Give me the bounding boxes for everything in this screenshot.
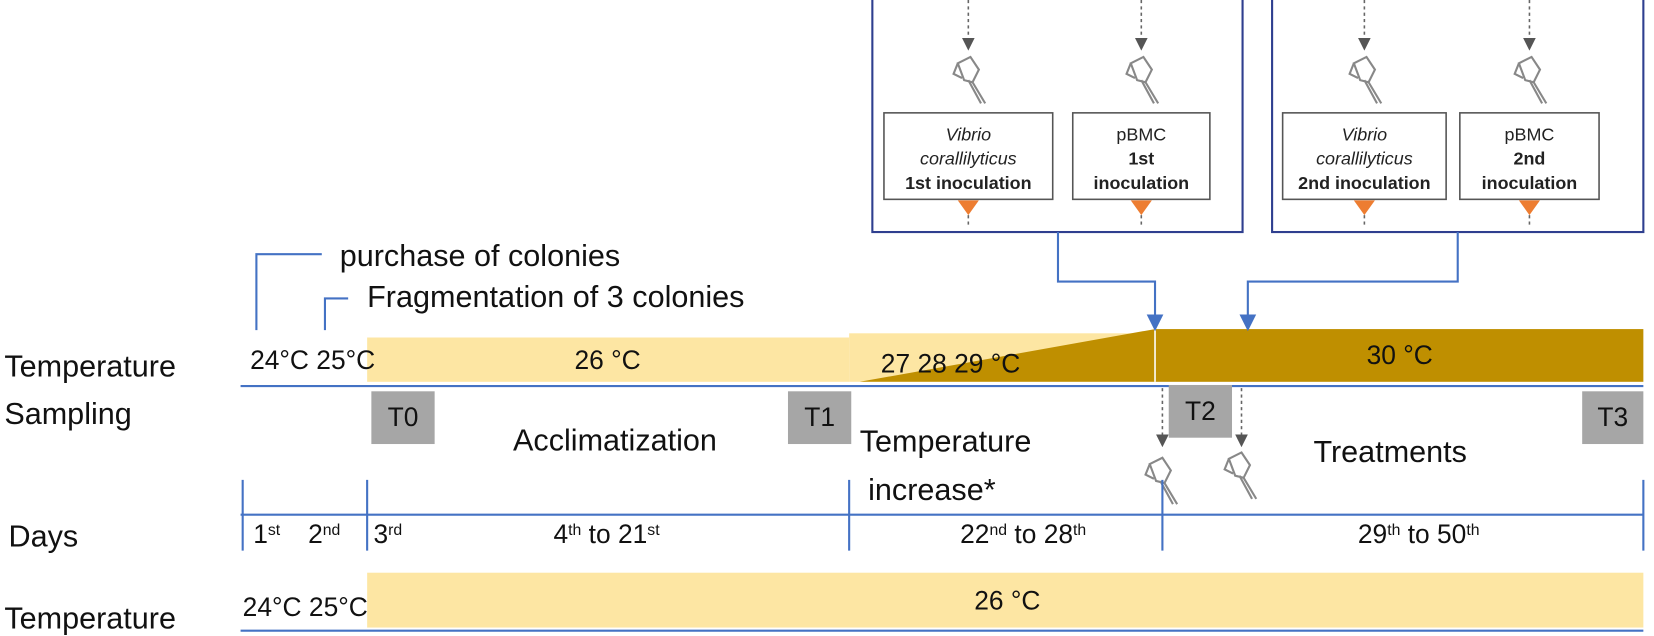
- sampling-label: T2: [1185, 396, 1216, 426]
- phase-label: Temperature: [860, 424, 1032, 458]
- day-suffix: th: [1387, 522, 1400, 539]
- row-label: Temperature: [4, 350, 176, 384]
- day-number: 29: [1358, 519, 1387, 549]
- temperature-value: 24°C: [243, 592, 302, 622]
- inoculation-text: 1st: [1128, 149, 1154, 169]
- day-number: to 50: [1400, 519, 1466, 549]
- inoculation-text: Vibrio: [946, 124, 992, 144]
- temperature-value: 27: [881, 348, 910, 378]
- pipette-icon: [1223, 451, 1258, 500]
- day-label: 2nd: [308, 519, 340, 549]
- day-number: 4: [553, 519, 568, 549]
- temperature-ramp: [859, 329, 1156, 382]
- day-suffix: th: [1466, 522, 1479, 539]
- inoculation-text: pBMC: [1505, 124, 1555, 144]
- sampling-label: T3: [1597, 402, 1628, 432]
- inoculation-text: inoculation: [1482, 173, 1578, 193]
- sampling-box: [1582, 391, 1644, 445]
- day-label: 22nd to 28th: [960, 519, 1086, 549]
- row-label: Temperature: [4, 602, 176, 636]
- inoculation-text: 2nd inoculation: [1298, 173, 1430, 193]
- day-label: 4th to 21st: [553, 519, 660, 549]
- event-connector: [255, 253, 322, 331]
- day-number: 1: [253, 519, 268, 549]
- temperature-label: 26 °C: [574, 345, 640, 375]
- temperature-value: 25°C: [316, 345, 375, 375]
- sampling-box: [371, 391, 435, 445]
- sampling-label: T1: [804, 402, 835, 432]
- day-label: 3rd: [373, 519, 402, 549]
- phase-label: Treatments: [1313, 435, 1467, 469]
- temperature-label: 30 °C: [1367, 340, 1433, 370]
- row-label: Days: [9, 519, 79, 553]
- inoculation-box: [1071, 112, 1211, 201]
- sampling-label: T0: [388, 402, 419, 432]
- inoculation-box: [1281, 112, 1447, 201]
- day-label: 29th to 50th: [1358, 519, 1480, 549]
- day-suffix: th: [568, 522, 581, 539]
- temperature-band: [1155, 329, 1644, 382]
- day-suffix: st: [647, 522, 660, 539]
- day-number: 22: [960, 519, 989, 549]
- day-suffix: st: [268, 522, 281, 539]
- day-suffix: rd: [388, 522, 402, 539]
- temperature-band: [367, 572, 1644, 628]
- day-suffix: th: [1073, 522, 1086, 539]
- temperature-value: 29 °C: [954, 348, 1020, 378]
- day-number: to 28: [1007, 519, 1073, 549]
- phase-label: Acclimatization: [513, 423, 717, 457]
- inoculation-box: [883, 112, 1054, 201]
- temperature-value: 28: [917, 348, 946, 378]
- row-label: Sampling: [4, 397, 131, 431]
- inoculation-marker: [1518, 200, 1540, 216]
- day-suffix: nd: [989, 522, 1007, 539]
- temperature-label: 26 °C: [974, 586, 1040, 616]
- day-number: 3: [373, 519, 388, 549]
- day-number: to 21: [581, 519, 647, 549]
- inoculation-text: inoculation: [1094, 173, 1190, 193]
- inoculation-marker: [1130, 200, 1152, 216]
- temperature-label: 27 28 29 °C: [881, 348, 1021, 378]
- event-label: purchase of colonies: [340, 239, 620, 273]
- day-ticks: [241, 479, 1645, 551]
- temperature-band: [367, 337, 850, 382]
- day-suffix: nd: [323, 522, 341, 539]
- inoculation-text: Vibrio: [1342, 124, 1388, 144]
- inoculation-text: 1st inoculation: [905, 173, 1031, 193]
- sampling-box: [1168, 384, 1233, 438]
- event-connector: [323, 297, 349, 331]
- inoculation-text: corallilyticus: [920, 149, 1017, 169]
- temperature-label: 24°C 25°C: [243, 592, 368, 622]
- sampling-box: [787, 391, 852, 445]
- inoculation-text: pBMC: [1116, 124, 1166, 144]
- day-number: 2: [308, 519, 323, 549]
- temperature-value: 24°C: [250, 345, 309, 375]
- panel-connector: [1056, 232, 1164, 332]
- temperature-value: 25°C: [309, 592, 368, 622]
- phase-label: increase*: [868, 473, 996, 507]
- panel-connector: [1239, 232, 1459, 332]
- inoculation-text: 2nd: [1514, 149, 1546, 169]
- temperature-label: 24°C 25°C: [250, 345, 375, 375]
- inoculation-boxes: Vibrio corallilyticus 1st inoculation pBMC 1…: [883, 0, 1600, 228]
- inoculation-text: corallilyticus: [1316, 149, 1413, 169]
- inoculation-marker: [1353, 200, 1375, 216]
- day-label: 1st: [253, 519, 281, 549]
- inoculation-box: [1459, 112, 1600, 201]
- inoculation-marker: [957, 200, 979, 216]
- event-label: Fragmentation of 3 colonies: [367, 280, 744, 314]
